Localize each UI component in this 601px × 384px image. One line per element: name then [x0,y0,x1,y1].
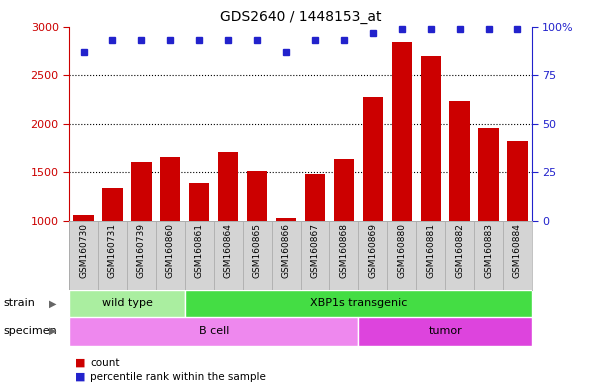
Bar [156,221,185,290]
Bar [69,317,358,346]
Bar [247,171,267,318]
Text: GSM160731: GSM160731 [108,223,117,278]
Bar [73,215,94,318]
Text: ■: ■ [75,358,85,368]
Bar [478,128,499,318]
Bar [387,221,416,290]
Text: strain: strain [3,298,35,308]
Bar [98,221,127,290]
Bar [214,221,243,290]
Bar [276,218,296,318]
Bar [300,221,329,290]
Bar [305,174,325,318]
Bar [218,152,239,318]
Bar [474,221,503,290]
Bar [421,56,441,318]
Text: GSM160739: GSM160739 [137,223,146,278]
Bar [69,290,185,317]
Text: GSM160730: GSM160730 [79,223,88,278]
Bar [185,221,214,290]
Text: GSM160864: GSM160864 [224,223,233,278]
Text: XBP1s transgenic: XBP1s transgenic [310,298,407,308]
Bar [127,221,156,290]
Bar [334,159,354,318]
Bar [243,221,272,290]
Text: GSM160883: GSM160883 [484,223,493,278]
Text: GSM160865: GSM160865 [252,223,261,278]
Text: ▶: ▶ [49,298,56,308]
Text: GSM160881: GSM160881 [426,223,435,278]
Bar [416,221,445,290]
Text: GSM160869: GSM160869 [368,223,377,278]
Bar [450,101,470,318]
Text: GSM160884: GSM160884 [513,223,522,278]
Bar [445,221,474,290]
Bar [272,221,300,290]
Bar [160,157,180,318]
Text: wild type: wild type [102,298,153,308]
Text: GSM160868: GSM160868 [340,223,349,278]
Bar [185,290,532,317]
Bar [358,221,387,290]
Text: ■: ■ [75,372,85,382]
Text: GSM160867: GSM160867 [311,223,320,278]
Bar [362,97,383,318]
Bar [358,317,532,346]
Bar [507,141,528,318]
Text: specimen: specimen [3,326,56,336]
Text: tumor: tumor [429,326,462,336]
Bar [392,42,412,318]
Text: percentile rank within the sample: percentile rank within the sample [90,372,266,382]
Title: GDS2640 / 1448153_at: GDS2640 / 1448153_at [220,10,381,25]
Text: GSM160861: GSM160861 [195,223,204,278]
Text: ▶: ▶ [49,326,56,336]
Text: count: count [90,358,120,368]
Bar [189,183,209,318]
Bar [329,221,358,290]
Text: GSM160860: GSM160860 [166,223,175,278]
Bar [131,162,151,318]
Bar [503,221,532,290]
Text: GSM160880: GSM160880 [397,223,406,278]
Bar [69,221,98,290]
Text: GSM160882: GSM160882 [455,223,464,278]
Bar [102,188,123,318]
Text: B cell: B cell [198,326,229,336]
Text: GSM160866: GSM160866 [281,223,290,278]
